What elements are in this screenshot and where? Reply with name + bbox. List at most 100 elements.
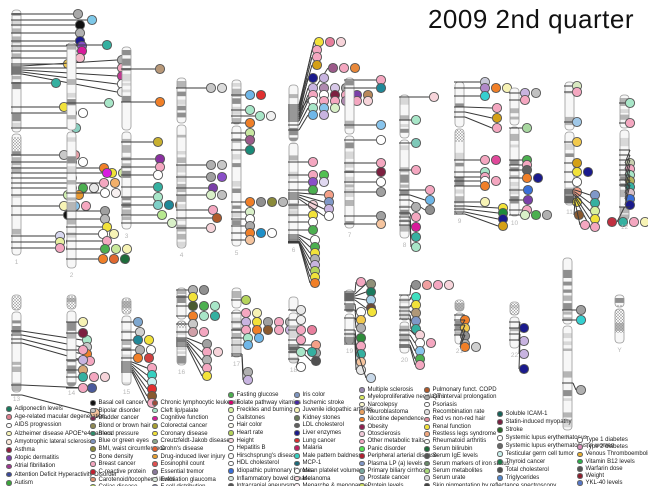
trait-dot (143, 334, 155, 346)
trait-dot (240, 294, 252, 306)
trait-dot (521, 172, 533, 184)
trait-dot (519, 209, 531, 221)
trait-dot (410, 231, 422, 243)
chromosome-label: 19 (346, 348, 354, 355)
chromosome-21: 21 (454, 299, 482, 355)
trait-dot (54, 242, 66, 254)
trait-dot (205, 82, 217, 94)
trait-dot (589, 221, 601, 233)
trait-dot (424, 204, 436, 216)
trait-dot (77, 354, 89, 366)
trait-dot (410, 211, 422, 223)
trait-dot (575, 314, 587, 326)
trait-dot (307, 184, 319, 196)
trait-dot (479, 196, 491, 208)
trait-dot (101, 167, 113, 179)
chromosome-20: 20 (399, 279, 455, 371)
trait-dot (244, 134, 256, 146)
trait-dot (88, 182, 100, 194)
trait-dot (86, 382, 98, 394)
trait-dot (244, 234, 256, 246)
trait-dot (262, 324, 274, 336)
trait-dot (244, 196, 256, 208)
trait-dot (428, 91, 440, 103)
chromosome-label: X (565, 434, 570, 441)
trait-dot (410, 114, 422, 126)
trait-dot (211, 212, 223, 224)
trait-dot (253, 332, 265, 344)
trait-dot (375, 166, 387, 178)
chromosome-label: 4 (180, 252, 184, 259)
trait-dot (375, 186, 387, 198)
trait-dot (329, 102, 341, 114)
trait-dot (522, 184, 534, 196)
trait-dot (152, 136, 164, 148)
trait-dot (571, 86, 583, 98)
trait-dot (318, 109, 330, 121)
heterochromatin-hatch (67, 296, 76, 309)
chromosome-6: 6 (288, 36, 374, 289)
chromosome-label: 3 (125, 233, 129, 240)
trait-dot (571, 157, 583, 169)
trait-dot (375, 119, 387, 131)
trait-dot (479, 90, 491, 102)
trait-dot (242, 339, 254, 351)
trait-dot (432, 279, 444, 291)
trait-dot (628, 216, 640, 228)
trait-dot (410, 241, 422, 253)
trait-dot (624, 199, 636, 211)
trait-dot (251, 307, 263, 319)
chromosome-label: 7 (348, 232, 352, 239)
trait-dot (362, 95, 374, 107)
trait-dot (108, 228, 120, 240)
trait-dot (307, 72, 319, 84)
trait-dot (479, 180, 491, 192)
trait-dot (187, 326, 199, 338)
trait-dot (163, 199, 175, 211)
trait-dot (490, 82, 502, 94)
trait-dot (266, 227, 278, 239)
trait-dot (187, 291, 199, 303)
trait-dot (324, 36, 336, 48)
trait-dot (518, 363, 530, 375)
trait-dot (99, 187, 111, 199)
chromosome-label: 1 (15, 259, 19, 266)
chromosome-7: 7 (344, 74, 387, 239)
chromosome-label: 17 (233, 361, 241, 368)
trait-dot (198, 300, 210, 312)
trait-dot (108, 253, 120, 265)
heterochromatin-hatch (615, 305, 624, 333)
heterochromatin-hatch (455, 301, 464, 311)
trait-dot (143, 352, 155, 364)
trait-dot (295, 334, 307, 346)
trait-dot (617, 216, 629, 228)
trait-dot (410, 201, 422, 213)
chromosome-label: 5 (235, 250, 239, 257)
chromosome-label: 9 (458, 218, 462, 225)
trait-dot (582, 166, 594, 178)
chromosome-19: 19 (344, 276, 378, 384)
trait-dot (335, 36, 347, 48)
trait-dot (530, 209, 542, 221)
chromosome-16: 16 (176, 284, 224, 382)
chromosome-label: 6 (292, 247, 296, 254)
trait-dot (410, 279, 422, 291)
chromosome-8: 8 (399, 91, 440, 253)
chromosome-label: 2 (70, 272, 74, 279)
chromosome-10: 10 (509, 87, 553, 227)
chromosome-label: 15 (123, 389, 131, 396)
trait-dot (119, 253, 131, 265)
trait-dot (244, 144, 256, 156)
trait-dot (530, 87, 542, 99)
trait-dot (154, 96, 166, 108)
trait-dot (88, 371, 100, 383)
chromosome-X: X (562, 257, 587, 441)
trait-dot (490, 154, 502, 166)
trait-dot (244, 117, 256, 129)
trait-dot (244, 104, 256, 116)
trait-dot (205, 171, 217, 183)
heterochromatin-hatch (510, 303, 519, 315)
trait-dot (541, 209, 553, 221)
trait-dot (421, 279, 433, 291)
trait-dot (491, 122, 503, 134)
